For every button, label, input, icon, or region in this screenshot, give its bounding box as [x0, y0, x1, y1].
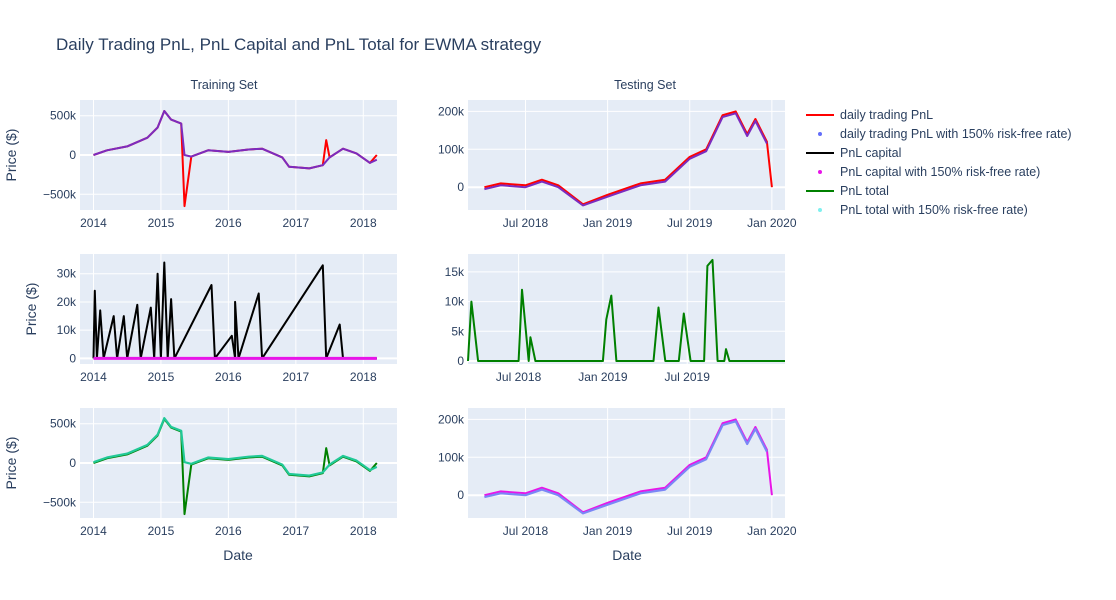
x-tick-label: Jan 2019	[583, 216, 633, 230]
y-tick-label: 0	[457, 354, 464, 368]
x-tick-label: Jan 2019	[578, 370, 628, 384]
subplot-test-capital: Jul 2018 Jan 2019 Jul 2019 15k 10k 5k 0	[445, 254, 785, 384]
x-tick-label: 2015	[148, 370, 175, 384]
subplot-test-daily: Jul 2018 Jan 2019 Jul 2019 Jan 2020 200k 100k…	[438, 100, 797, 230]
x-tick-label: 2014	[80, 370, 107, 384]
y-tick-label: 100k	[438, 450, 465, 464]
plot-area	[468, 100, 785, 210]
y-tick-label: 15k	[445, 265, 465, 279]
chart-legend: daily trading PnL daily trading PnL with …	[806, 108, 1072, 217]
y-tick-label: 0	[69, 456, 76, 470]
y-tick-label: 0	[69, 351, 76, 365]
x-axis-label: Date	[223, 547, 253, 563]
legend-label: PnL total with 150% risk-free rate)	[840, 203, 1028, 217]
series-line	[93, 417, 378, 477]
x-tick-label: 2016	[215, 524, 242, 538]
x-tick-label: 2015	[148, 216, 175, 230]
y-tick-label: 0	[457, 180, 464, 194]
legend-item[interactable]: PnL total with 150% risk-free rate)	[818, 203, 1028, 217]
x-tick-label: Jul 2018	[496, 370, 542, 384]
x-tick-label: 2018	[350, 524, 377, 538]
subplot-train-total: 2014 2015 2016 2017 2018 500k 0 −500k Price ($) D…	[3, 408, 397, 563]
x-tick-label: 2017	[282, 216, 309, 230]
legend-dot-swatch	[818, 170, 822, 174]
y-tick-label: −500k	[43, 495, 77, 509]
legend-label: daily trading PnL with 150% risk-free ra…	[840, 127, 1072, 141]
x-tick-label: Jan 2019	[583, 524, 633, 538]
plot-area	[468, 254, 785, 364]
y-axis-label: Price ($)	[3, 437, 19, 490]
subplot-test-total: Jul 2018 Jan 2019 Jul 2019 Jan 2020 200k 100k…	[438, 408, 797, 563]
y-tick-label: 0	[457, 488, 464, 502]
series-line	[467, 258, 785, 362]
y-tick-label: 500k	[50, 109, 77, 123]
y-tick-label: 100k	[438, 142, 465, 156]
legend-item[interactable]: daily trading PnL with 150% risk-free ra…	[818, 127, 1072, 141]
y-tick-label: 200k	[438, 104, 465, 118]
x-tick-label: 2014	[80, 216, 107, 230]
x-tick-label: Jul 2019	[667, 524, 713, 538]
chart-title: Daily Trading PnL, PnL Capital and PnL T…	[56, 35, 542, 54]
legend-label: daily trading PnL	[840, 108, 933, 122]
legend-dot-swatch	[818, 132, 822, 136]
y-tick-label: 10k	[445, 295, 465, 309]
subtitle-training-set: Training Set	[191, 78, 258, 92]
legend-item[interactable]: PnL capital with 150% risk-free rate)	[818, 165, 1040, 179]
x-tick-label: 2018	[350, 216, 377, 230]
x-tick-label: 2018	[350, 370, 377, 384]
y-axis-label: Price ($)	[3, 129, 19, 182]
x-tick-label: Jul 2019	[667, 216, 713, 230]
x-tick-label: Jul 2019	[665, 370, 711, 384]
series-line	[93, 110, 378, 170]
legend-label: PnL capital	[840, 146, 901, 160]
x-tick-label: 2017	[282, 524, 309, 538]
x-tick-label: Jan 2020	[747, 216, 797, 230]
y-tick-label: 200k	[438, 412, 465, 426]
legend-item[interactable]: PnL capital	[806, 146, 901, 160]
plot-area	[468, 408, 785, 518]
legend-item[interactable]: daily trading PnL	[806, 108, 933, 122]
x-tick-label: Jan 2020	[747, 524, 797, 538]
x-tick-label: 2014	[80, 524, 107, 538]
subplot-train-capital: 2014 2015 2016 2017 2018 30k 20k 10k 0 Price ($)	[23, 254, 397, 384]
series-line	[484, 420, 768, 515]
x-axis-label: Date	[612, 547, 642, 563]
series-line	[92, 261, 377, 360]
y-tick-label: 10k	[57, 323, 77, 337]
y-tick-label: 5k	[451, 324, 465, 338]
x-tick-label: Jul 2018	[503, 524, 549, 538]
y-tick-label: 500k	[50, 417, 77, 431]
legend-dot-swatch	[818, 208, 822, 212]
y-axis-label: Price ($)	[23, 283, 39, 336]
legend-item[interactable]: PnL total	[806, 184, 889, 198]
series-line	[484, 112, 768, 207]
x-tick-label: Jul 2018	[503, 216, 549, 230]
y-tick-label: 30k	[57, 267, 77, 281]
legend-label: PnL total	[840, 184, 889, 198]
subtitle-testing-set: Testing Set	[614, 78, 676, 92]
legend-label: PnL capital with 150% risk-free rate)	[840, 165, 1040, 179]
x-tick-label: 2016	[215, 370, 242, 384]
x-tick-label: 2015	[148, 524, 175, 538]
y-tick-label: −500k	[43, 187, 77, 201]
x-tick-label: 2017	[282, 370, 309, 384]
x-tick-label: 2016	[215, 216, 242, 230]
y-tick-label: 20k	[57, 295, 77, 309]
subplot-train-daily: 2014 2015 2016 2017 2018 500k 0 −500k Price ($)	[3, 100, 397, 230]
y-tick-label: 0	[69, 148, 76, 162]
